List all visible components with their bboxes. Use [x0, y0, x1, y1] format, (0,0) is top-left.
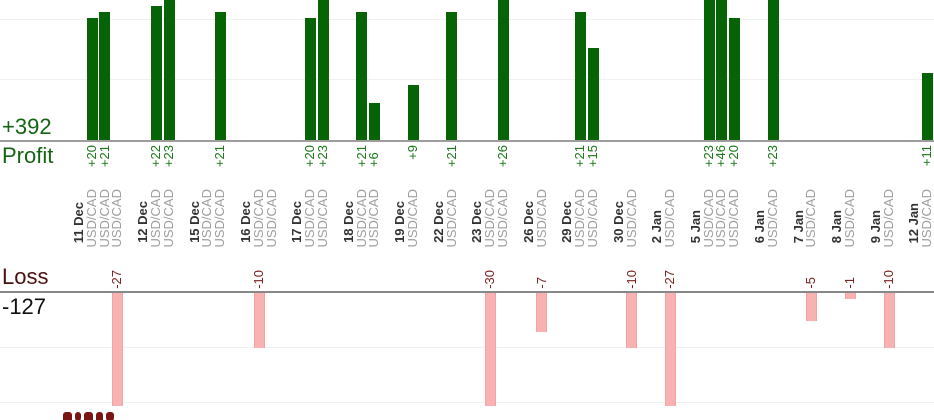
profit-bar [369, 103, 381, 140]
loss-axis-title: Loss [2, 264, 49, 289]
profit-gridline-20 [0, 19, 934, 20]
profit-bar [767, 0, 779, 140]
profit-value-label: +21 [96, 145, 112, 168]
profit-axis-line [0, 140, 934, 142]
loss-total-label: -127 [2, 294, 47, 319]
instrument-label: USD/CAD [880, 189, 896, 248]
profit-bar [150, 6, 162, 140]
profit-axis-title: Profit [2, 143, 54, 168]
instrument-label: USD/CAD [404, 189, 420, 248]
profit-value-label: +11 [919, 145, 934, 167]
instrument-label: USD/CAD [623, 189, 639, 248]
loss-value-label: -1 [842, 277, 858, 289]
instrument-label: USD/CAD [212, 189, 228, 248]
loss-value-label: -30 [482, 270, 498, 289]
date-labels-layer: 11 Dec USD/CAD USD/CAD USD/CAD 12 Dec USD/CAD… [71, 181, 934, 248]
profit-value-label: +26 [494, 145, 510, 168]
loss-bar [536, 293, 548, 332]
profit-bar [575, 12, 586, 140]
profit-bar [587, 48, 599, 140]
loss-value-label: -10 [250, 270, 266, 289]
profit-bar [305, 18, 317, 140]
instrument-label: USD/CAD [109, 189, 125, 248]
instrument-label: USD/CAD [443, 189, 459, 248]
profit-bar [163, 0, 175, 140]
instrument-label: USD/CAD [314, 189, 330, 248]
instrument-label: USD/CAD [366, 189, 382, 248]
profit-bar [716, 0, 728, 140]
profit-bar [99, 12, 111, 140]
profit-value-label: +6 [366, 152, 382, 168]
loss-bar [485, 293, 497, 406]
loss-value-label: -10 [623, 270, 639, 289]
profit-bar [215, 12, 227, 140]
loss-bars-layer [73, 293, 934, 406]
profit-bar [86, 18, 98, 140]
profit-bar [703, 0, 715, 140]
loss-bar [626, 293, 638, 348]
instrument-label: USD/CAD [842, 189, 858, 248]
profit-value-label: +9 [404, 145, 420, 160]
instrument-label: USD/CAD [803, 189, 819, 248]
profit-value-label: +23 [764, 145, 780, 168]
loss-gridline-10 [0, 347, 934, 348]
profit-value-label: +15 [584, 145, 600, 168]
instrument-label: USD/CAD [533, 189, 549, 248]
loss-bar [112, 293, 124, 406]
loss-value-label: -7 [533, 277, 549, 289]
profit-value-label: +21 [212, 145, 228, 168]
loss-values-layer: -27 -10 -30 -7 -10 -27 -5 -1 -10 [73, 247, 934, 289]
profit-value-label: +21 [443, 145, 459, 168]
profit-bar [407, 85, 419, 140]
profit-value-label: +23 [314, 145, 330, 168]
loss-value-label: -27 [109, 270, 125, 289]
instrument-label: USD/CAD [662, 189, 678, 248]
instrument-label: USD/CAD [764, 189, 780, 248]
profit-gridline-10 [0, 79, 934, 80]
profit-bar [729, 18, 741, 140]
profit-bar [356, 12, 368, 140]
profit-bars-layer [73, 0, 934, 140]
instrument-label: USD/CAD [584, 189, 600, 248]
instrument-label: USD/CAD [263, 189, 279, 248]
loss-bar [253, 293, 265, 348]
loss-bar [883, 293, 895, 348]
instrument-label: USD/CAD [160, 189, 176, 248]
profit-total-label: +392 [2, 114, 52, 139]
instrument-label: USD/CAD [494, 189, 510, 248]
profit-bar [446, 12, 458, 140]
loss-gridline-20 [0, 402, 934, 403]
loss-value-label: -27 [662, 270, 678, 289]
profit-bar [497, 0, 509, 140]
loss-axis-line [0, 291, 934, 293]
profit-bar [922, 73, 934, 140]
instrument-label: USD/CAD [919, 189, 934, 248]
loss-bar [664, 293, 676, 406]
loss-bar [844, 293, 856, 299]
loss-bar [806, 293, 818, 321]
clipped-content-fragment [63, 412, 117, 420]
profit-bar [317, 0, 329, 140]
loss-value-label: -5 [803, 277, 819, 289]
profit-value-label: +23 [160, 145, 176, 168]
profit-value-label: +20 [726, 145, 742, 168]
instrument-label: USD/CAD [726, 189, 742, 248]
loss-value-label: -10 [880, 270, 896, 289]
